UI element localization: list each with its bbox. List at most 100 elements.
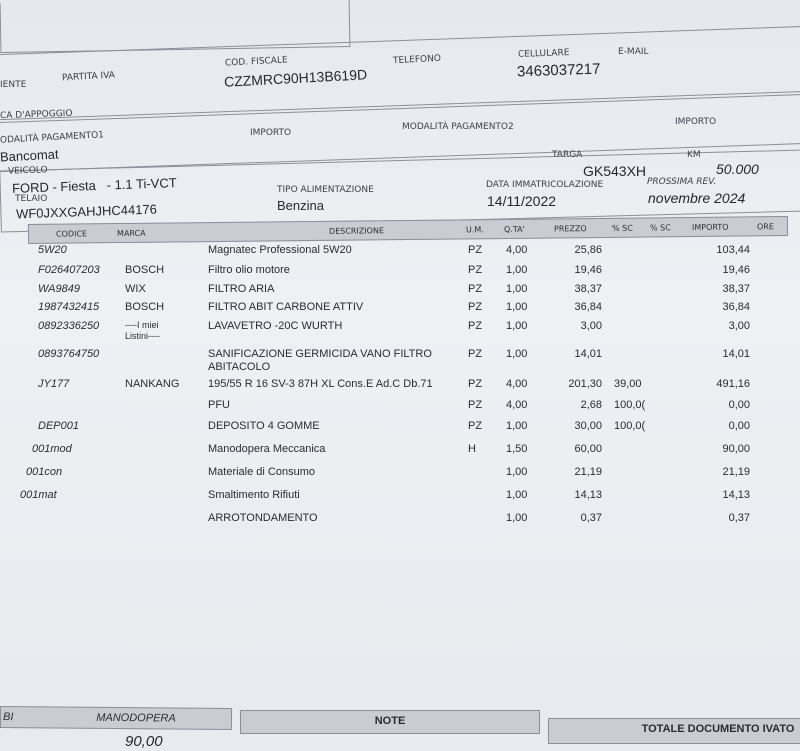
cell-marca: WIX bbox=[125, 283, 146, 295]
pagamento1-value: Bancomat bbox=[0, 146, 59, 165]
cell-importo: 19,46 bbox=[722, 264, 750, 276]
col-marca: MARCA bbox=[116, 228, 146, 239]
cell-codice: F026407203 bbox=[38, 264, 100, 276]
immatricolazione-label: DATA IMMATRICOLAZIONE bbox=[486, 180, 604, 190]
table-row: 001con Materiale di Consumo 1,00 21,19 21,19 bbox=[0, 466, 800, 484]
table-row: ARROTONDAMENTO 1,00 0,37 0,37 bbox=[0, 512, 800, 530]
cell-importo: 14,13 bbox=[722, 489, 750, 501]
col-um: U.M. bbox=[465, 225, 484, 235]
cell-um: PZ bbox=[468, 399, 483, 411]
cell-qta: 4,00 bbox=[506, 244, 528, 256]
cell-marca: NANKANG bbox=[125, 378, 180, 390]
cell-prezzo: 38,37 bbox=[574, 283, 602, 295]
targa-label: TARGA bbox=[552, 150, 583, 160]
cell-codice: WA9849 bbox=[38, 283, 80, 295]
cell-qta: 1,00 bbox=[506, 320, 528, 332]
cell-descrizione: Manodopera Meccanica bbox=[208, 443, 326, 455]
manodopera-header: BI MANODOPERA bbox=[0, 705, 233, 731]
cell-codice: 001mod bbox=[32, 443, 72, 455]
table-row: 1987432415 BOSCH FILTRO ABIT CARBONE ATTIV… bbox=[0, 301, 800, 319]
col-sc2: % SC bbox=[649, 223, 671, 233]
cell-qta: 4,00 bbox=[506, 378, 528, 390]
km-label: KM bbox=[687, 150, 701, 160]
revisione-label: PROSSIMA REV. bbox=[647, 177, 717, 187]
alimentazione-label: TIPO ALIMENTAZIONE bbox=[277, 185, 374, 195]
col-qta: Q.TA' bbox=[503, 224, 525, 234]
cell-importo: 90,00 bbox=[722, 443, 750, 455]
cell-prezzo: 2,68 bbox=[580, 399, 602, 411]
manodopera-label: MANODOPERA bbox=[96, 711, 176, 725]
cell-prezzo: 60,00 bbox=[574, 443, 602, 455]
cell-descrizione: Filtro olio motore bbox=[208, 264, 290, 276]
cell-prezzo: 201,30 bbox=[568, 378, 602, 390]
cell-codice: 1987432415 bbox=[38, 301, 100, 313]
table-row: PFU PZ 4,00 2,68 100,0(0,00 bbox=[0, 399, 800, 417]
targa-value: GK543XH bbox=[583, 163, 647, 179]
cell-qta: 1,50 bbox=[506, 443, 528, 455]
manodopera-value: 90,00 bbox=[125, 733, 163, 750]
cell-descrizione: LAVAVETRO -20C WURTH bbox=[208, 320, 343, 332]
cell-descrizione: FILTRO ARIA bbox=[208, 283, 275, 295]
cell-um: PZ bbox=[468, 348, 483, 360]
cell-qta: 1,00 bbox=[506, 301, 528, 313]
cell-codice: 5W20 bbox=[38, 244, 67, 256]
note-label: NOTE bbox=[374, 715, 406, 727]
cellulare-value: 3463037217 bbox=[516, 60, 601, 81]
cell-descrizione: SANIFICAZIONE GERMICIDA VANO FILTRO ABIT… bbox=[208, 348, 432, 373]
totale-label: TOTALE DOCUMENTO IVATO bbox=[641, 723, 795, 735]
cell-prezzo: 36,84 bbox=[574, 301, 602, 313]
cell-qta: 4,00 bbox=[506, 399, 528, 411]
col-descrizione: DESCRIZIONE bbox=[328, 226, 385, 236]
col-sc1: % SC bbox=[611, 223, 633, 233]
cell-marca: BOSCH bbox=[125, 301, 165, 313]
cell-prezzo: 3,00 bbox=[580, 320, 602, 332]
col-codice: CODICE bbox=[55, 229, 88, 239]
cell-codice: 001mat bbox=[20, 489, 57, 501]
cell-prezzo: 0,37 bbox=[580, 512, 602, 524]
cell-descrizione: FILTRO ABIT CARBONE ATTIV bbox=[208, 301, 364, 313]
cell-codice: DEP001 bbox=[38, 420, 79, 432]
cell-sc: 100,0( bbox=[614, 420, 646, 432]
note-header: NOTE bbox=[240, 710, 540, 734]
cell-prezzo: 19,46 bbox=[574, 264, 602, 276]
totale-header: TOTALE DOCUMENTO IVATO bbox=[548, 718, 800, 744]
cell-importo: 21,19 bbox=[722, 466, 750, 478]
alimentazione-value: Benzina bbox=[277, 198, 324, 213]
table-row: F026407203 BOSCH Filtro olio motore PZ 1,00 1… bbox=[0, 264, 800, 282]
veicolo-label: VEICOLO bbox=[7, 165, 48, 177]
cell-importo: 36,84 bbox=[722, 301, 750, 313]
cell-importo: 38,37 bbox=[722, 283, 750, 295]
table-row: WA9849 WIX FILTRO ARIA PZ 1,00 38,37 38,37 bbox=[0, 283, 800, 301]
cell-qta: 1,00 bbox=[506, 283, 528, 295]
cell-codice: 001con bbox=[26, 466, 63, 478]
cell-descrizione: ARROTONDAMENTO bbox=[208, 512, 318, 524]
cell-codice: 0892336250 bbox=[38, 320, 100, 332]
cell-marca: BOSCH bbox=[125, 264, 165, 276]
table-row: JY177 NANKANG 195/55 R 16 SV-3 87H XL Cons… bbox=[0, 378, 800, 396]
telaio-label: TELAIO bbox=[15, 194, 48, 204]
cell-um: PZ bbox=[468, 264, 483, 276]
table-row: 0892336250 ----I miei Listini---- LAVAVETR… bbox=[0, 320, 800, 341]
cell-um: PZ bbox=[468, 320, 483, 332]
cell-descrizione: Magnatec Professional 5W20 bbox=[208, 244, 352, 256]
cell-importo: 103,44 bbox=[716, 244, 750, 256]
col-prezzo: PREZZO bbox=[553, 224, 587, 234]
table-row: 0893764750 SANIFICAZIONE GERMICIDA VANO F… bbox=[0, 348, 800, 373]
table-row: 001mat Smaltimento Rifiuti 1,00 14,13 14,13 bbox=[0, 489, 800, 507]
cell-qta: 1,00 bbox=[506, 264, 528, 276]
cell-prezzo: 21,19 bbox=[574, 466, 602, 478]
cell-sc: 39,00 bbox=[614, 378, 642, 390]
cell-qta: 1,00 bbox=[506, 348, 528, 360]
cell-qta: 1,00 bbox=[506, 420, 528, 432]
cell-codice: 0893764750 bbox=[38, 348, 100, 360]
cell-descrizione: PFU bbox=[208, 399, 230, 411]
cell-marca: ----I miei Listini---- bbox=[125, 320, 160, 341]
cell-prezzo: 30,00 bbox=[574, 420, 602, 432]
cell-importo: 14,01 bbox=[722, 348, 750, 360]
cell-prezzo: 25,86 bbox=[574, 244, 602, 256]
col-ore: ORE bbox=[756, 222, 774, 232]
immatricolazione-value: 14/11/2022 bbox=[487, 193, 557, 209]
km-value: 50.000 bbox=[716, 161, 759, 177]
cell-descrizione: Materiale di Consumo bbox=[208, 466, 315, 478]
